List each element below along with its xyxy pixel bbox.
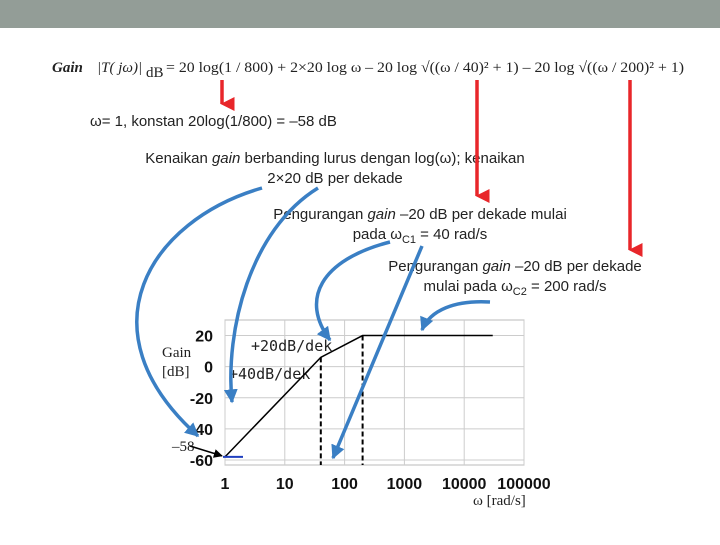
eq-rhs: = 20 log(1 / 800) + 2×20 log ω – 20 log … [166, 60, 684, 76]
blue-arrow [223, 186, 319, 404]
note: mulai pada ωC2 = 200 rad/s [424, 278, 607, 298]
x-axis-label: ω [rad/s] [473, 493, 526, 509]
note-text: 2×20 dB per dekade [267, 170, 403, 187]
note-text: C1 [402, 234, 416, 246]
x-tick-label: 100000 [497, 476, 550, 493]
note-text: mulai pada ω [424, 278, 514, 295]
note-text: = 40 rad/s [416, 226, 487, 243]
note-text: gain [482, 258, 510, 275]
note-text: C2 [513, 286, 527, 298]
eq-lhs: |T( jω)| [97, 60, 142, 76]
y-tick-label: 20 [195, 329, 213, 346]
note-text: –20 dB per dekade [511, 258, 642, 275]
note-text: ω= 1, konstan 20log(1/800) = –58 dB [90, 113, 337, 130]
note-text: Pengurangan [273, 206, 367, 223]
slope-label: +40dB/dek [229, 365, 310, 383]
blue-arrow [331, 245, 424, 460]
note-text: = 200 rad/s [527, 278, 607, 295]
note: Kenaikan gain berbanding lurus dengan lo… [145, 150, 524, 167]
note: Pengurangan gain –20 dB per dekade mulai [273, 206, 567, 223]
red-arrows [220, 80, 643, 257]
start-pointer [189, 445, 223, 458]
blue-arrow [420, 300, 491, 332]
note-text: pada ω [353, 226, 403, 243]
gain-line [224, 334, 493, 458]
y-tick-label: 0 [204, 360, 213, 377]
x-tick-label: 100 [331, 476, 358, 493]
y-tick-label: -20 [190, 391, 213, 408]
start-label: –58 [171, 439, 195, 455]
note-text: Kenaikan [145, 150, 212, 167]
plot: 1 10 100 1000 10000 100000200-20-40-60Gain[dB… [162, 319, 551, 509]
note-text: gain [212, 150, 240, 167]
note: ω= 1, konstan 20log(1/800) = –58 dB [90, 113, 337, 130]
note-text: Pengurangan [388, 258, 482, 275]
x-tick-label: 10000 [442, 476, 487, 493]
x-tick-label: 1 [221, 476, 230, 493]
blue-arrow [135, 186, 263, 438]
x-tick-label: 10 [276, 476, 294, 493]
blue-arrow [314, 240, 391, 342]
slope-label: +20dB/dek [251, 337, 332, 355]
y-axis-label: [dB] [162, 364, 190, 380]
note: pada ωC1 = 40 rad/s [353, 226, 488, 246]
note-text: berbanding lurus dengan log(ω); kenaikan [240, 150, 524, 167]
x-tick-label: 1000 [387, 476, 423, 493]
note: Pengurangan gain –20 dB per dekade [388, 258, 642, 275]
eq-label: Gain [52, 60, 83, 76]
eq-lhs-sub: dB [146, 65, 164, 81]
note-text: gain [367, 206, 395, 223]
y-tick-label: -60 [190, 453, 213, 470]
y-axis-label: Gain [162, 345, 192, 361]
note-text: –20 dB per dekade mulai [396, 206, 567, 223]
top-bar [0, 0, 720, 28]
blue-arrows [135, 186, 491, 460]
plot-area [224, 319, 525, 466]
note: 2×20 dB per dekade [267, 170, 403, 187]
